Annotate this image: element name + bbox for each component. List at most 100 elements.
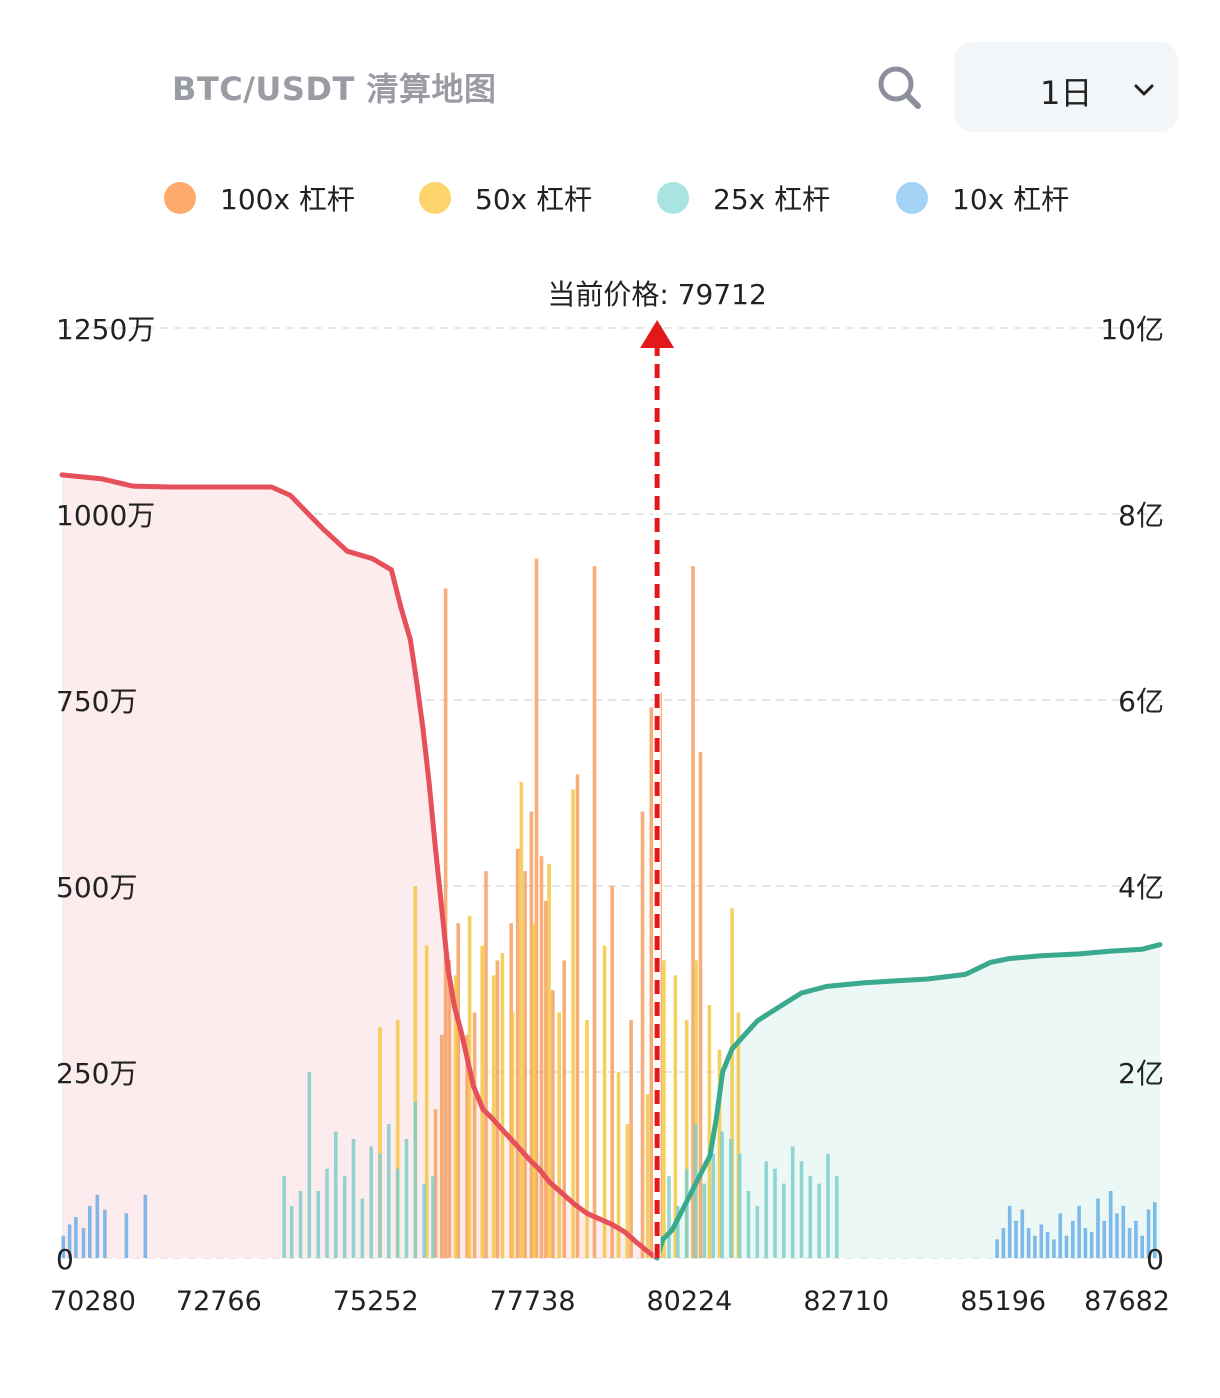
bar-10x <box>1089 1232 1094 1258</box>
bar-25x <box>737 1153 742 1258</box>
bar-25x <box>684 1168 689 1258</box>
bar-50x <box>736 1012 741 1258</box>
bar-100x <box>465 1034 469 1258</box>
bar-25x <box>782 1183 786 1258</box>
bar-100x <box>691 566 695 1258</box>
bar-50x <box>625 1124 630 1258</box>
bar-10x <box>1058 1213 1062 1258</box>
cumulative-area-short <box>62 474 658 1258</box>
y-right-tick-label: 6亿 <box>1118 685 1164 718</box>
liquidation-chart[interactable]: 当前价格: 79712 0 250万 500万 750万 1000万 1250万 0 2亿 4亿 6… <box>0 260 1220 1340</box>
bar-50x <box>519 781 524 1258</box>
bar-50x <box>645 1094 650 1258</box>
bar-10x <box>1020 1209 1025 1258</box>
y-left-tick-label: 500万 <box>56 871 137 904</box>
bar-100x <box>649 707 654 1258</box>
bar-25x <box>817 1183 821 1258</box>
x-tick-label: 87682 <box>1084 1286 1170 1317</box>
bar-10x <box>1153 1202 1157 1258</box>
bar-10x <box>1127 1228 1132 1258</box>
bar-100x <box>484 871 488 1258</box>
x-tick-label: 77738 <box>490 1286 576 1317</box>
bar-10x <box>1115 1213 1119 1258</box>
bar-50x <box>378 1027 382 1258</box>
bar-25x <box>729 1139 733 1258</box>
bar-25x <box>289 1205 294 1258</box>
bar-25x <box>360 1198 365 1258</box>
header: BTC/USDT 清算地图 1日 <box>0 0 1220 150</box>
bar-50x <box>413 886 418 1258</box>
bar-10x <box>1096 1198 1100 1258</box>
y-right-tick-label: 2亿 <box>1118 1057 1164 1090</box>
timeframe-value: 1日 <box>1040 74 1093 112</box>
bar-25x <box>413 1101 418 1258</box>
bar-25x <box>720 1131 724 1258</box>
bar-25x <box>676 1205 680 1258</box>
bar-100x <box>562 960 566 1258</box>
bar-10x <box>1064 1235 1069 1258</box>
bar-25x <box>764 1161 768 1258</box>
bar-100x <box>523 871 527 1258</box>
bar-50x <box>424 945 429 1258</box>
bar-25x <box>342 1176 347 1258</box>
bar-100x <box>433 1109 438 1258</box>
legend-item-25x[interactable]: 25x 杠杆 <box>657 170 830 226</box>
x-tick-label: 85196 <box>960 1286 1046 1317</box>
bar-25x <box>746 1191 751 1258</box>
bar-10x <box>1077 1205 1081 1258</box>
bar-10x <box>74 1217 78 1258</box>
x-tick-label: 75252 <box>333 1286 419 1317</box>
bar-100x <box>529 811 534 1258</box>
current-price-label: 当前价格: 79712 <box>547 278 766 311</box>
bar-50x <box>571 789 575 1258</box>
bar-10x <box>1039 1224 1044 1258</box>
bar-100x <box>629 1019 633 1258</box>
y-left-tick-label: 750万 <box>56 685 137 718</box>
bar-50x <box>616 1072 621 1258</box>
bar-25x <box>711 1153 715 1258</box>
bar-100x <box>456 923 460 1258</box>
bar-100x <box>575 774 580 1258</box>
bar-25x <box>378 1153 382 1258</box>
bar-10x <box>95 1194 100 1258</box>
bar-25x <box>316 1191 320 1258</box>
y-left-tick-label: 0 <box>56 1243 74 1276</box>
cumulative-line-long <box>654 942 1163 1261</box>
legend-item-100x[interactable]: 100x 杠杆 <box>164 170 355 226</box>
bar-50x <box>730 908 734 1258</box>
y-right-tick-label: 0 <box>1146 1243 1164 1276</box>
bar-25x <box>395 1168 400 1258</box>
bar-25x <box>369 1146 373 1258</box>
bar-50x <box>453 975 458 1258</box>
cumulative-line-short <box>59 472 660 1261</box>
cumulative-area-long <box>657 944 1160 1258</box>
legend-item-10x[interactable]: 10x 杠杆 <box>896 170 1069 226</box>
search-button[interactable] <box>872 60 928 116</box>
bar-100x <box>698 752 703 1258</box>
x-tick-label: 72766 <box>176 1286 262 1317</box>
legend-dot-25x <box>657 182 689 214</box>
bar-50x <box>557 1012 561 1258</box>
bar-100x <box>495 960 500 1258</box>
bar-25x <box>693 1124 698 1258</box>
bar-25x <box>422 1183 426 1258</box>
bar-50x <box>585 1019 589 1258</box>
bar-10x <box>1007 1205 1012 1258</box>
bar-50x <box>684 1019 689 1258</box>
bar-50x <box>510 1012 515 1258</box>
y-left-tick-label: 1250万 <box>56 313 155 346</box>
legend-label-50x: 50x 杠杆 <box>475 183 593 216</box>
bar-25x <box>431 1176 435 1258</box>
bar-10x <box>1071 1220 1075 1258</box>
timeframe-select[interactable]: 1日 <box>954 42 1178 132</box>
bar-10x <box>1083 1228 1088 1258</box>
x-tick-label: 70280 <box>50 1286 136 1317</box>
legend-item-50x[interactable]: 50x 杠杆 <box>419 170 592 226</box>
bar-10x <box>1140 1235 1144 1258</box>
bar-25x <box>808 1176 813 1258</box>
bar-10x <box>1026 1228 1031 1258</box>
bar-10x <box>1001 1228 1006 1258</box>
bar-25x <box>387 1124 391 1258</box>
page-title: BTC/USDT 清算地图 <box>172 70 497 108</box>
bar-100x <box>534 558 539 1258</box>
